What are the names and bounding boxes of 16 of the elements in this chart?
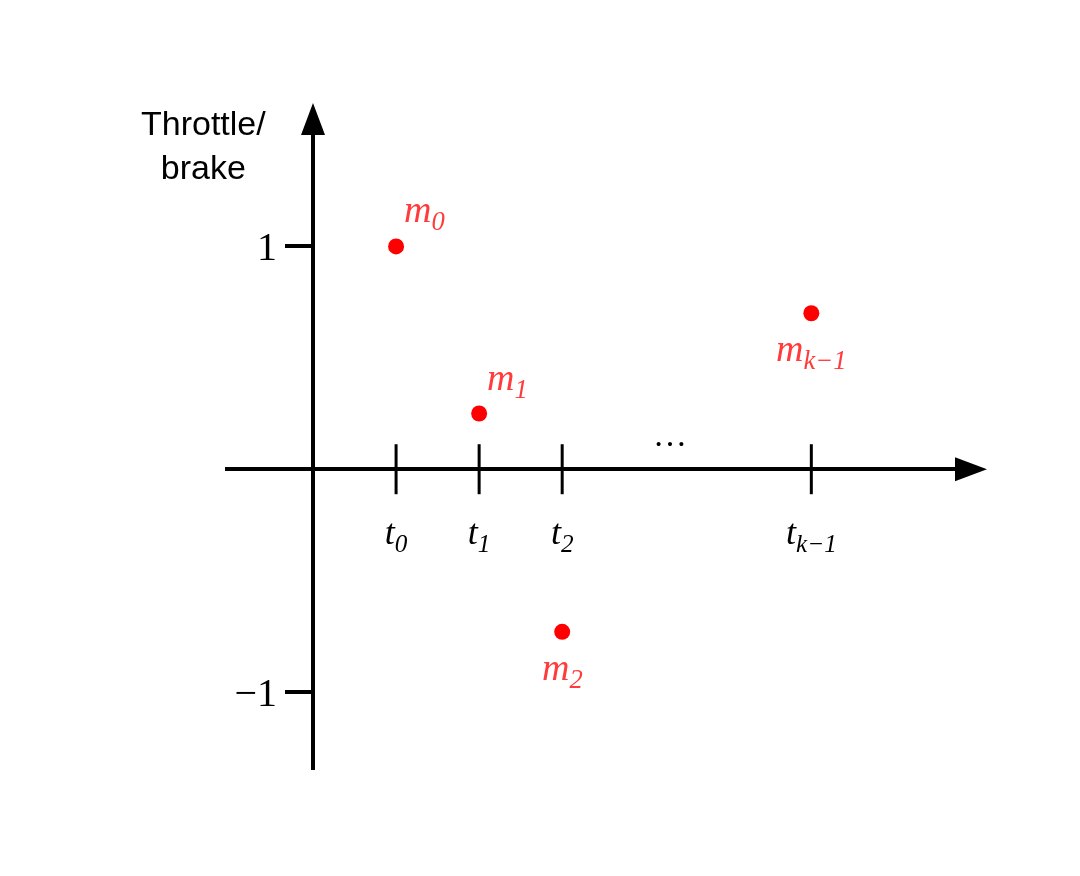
annotation: m$_{2}$ [542,646,583,694]
x-tick-label: t$_{0}$ [384,512,408,557]
y-tick-label: 1 [257,224,278,270]
point [554,623,571,640]
x-tick-label: t$_{k−1}$ [785,512,837,557]
point [471,405,488,422]
annotation: m$_{k−1}$ [776,327,847,375]
annotation: m$_{0}$ [404,188,445,236]
annotation: m$_{1}$ [487,356,528,404]
point [388,238,405,255]
x-tick-label: t$_{1}$ [467,512,491,557]
annotation: … [653,416,687,453]
y-tick-label: −1 [234,670,278,716]
y-axis-title: Throttle/ brake [141,104,267,187]
x-tick-label: t$_{2}$ [550,512,574,557]
point [803,305,820,322]
